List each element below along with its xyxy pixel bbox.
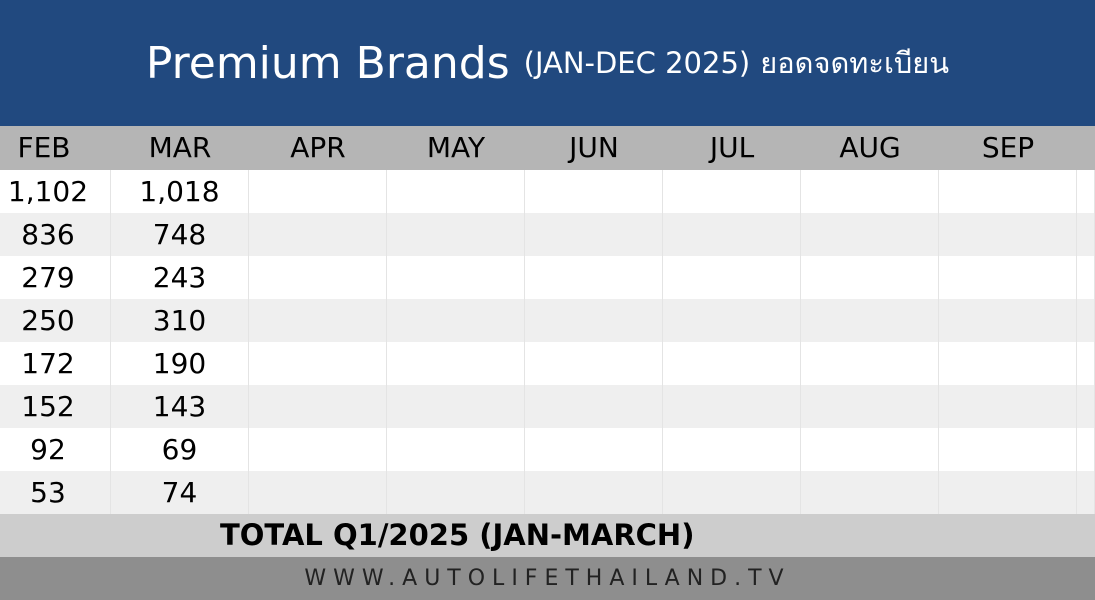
table-cell <box>939 385 1077 428</box>
column-header-row: FEB MAR APR MAY JUN JUL AUG SEP <box>0 126 1095 170</box>
table-cell <box>249 385 387 428</box>
column-header-feb: FEB <box>17 131 71 164</box>
table-cell: 172 <box>0 342 111 385</box>
table-cell <box>387 342 525 385</box>
table-cell <box>387 213 525 256</box>
table-cell <box>1077 299 1095 342</box>
table-cell <box>801 213 939 256</box>
table-row: 152 143 <box>0 385 1095 428</box>
table-cell <box>249 213 387 256</box>
title-thai: ยอดจดทะเบียน <box>760 46 950 80</box>
table-cell: 250 <box>0 299 111 342</box>
title-banner: Premium Brands (JAN-DEC 2025) ยอดจดทะเบี… <box>0 0 1095 126</box>
table-cell <box>249 256 387 299</box>
table-cell: 836 <box>0 213 111 256</box>
table-cell <box>663 299 801 342</box>
table-row: 1,102 1,018 <box>0 170 1095 213</box>
table-cell <box>1077 256 1095 299</box>
table-cell: 1,018 <box>111 170 249 213</box>
table-cell <box>663 471 801 514</box>
table-cell <box>525 256 663 299</box>
column-header-jul: JUL <box>709 131 755 164</box>
table-cell <box>801 428 939 471</box>
total-row: TOTAL Q1/2025 (JAN-MARCH) <box>0 514 1095 557</box>
table-cell <box>525 471 663 514</box>
table-cell <box>663 385 801 428</box>
table-row: 250 310 <box>0 299 1095 342</box>
table-row: 836 748 <box>0 213 1095 256</box>
table-cell <box>387 385 525 428</box>
table-cell: 310 <box>111 299 249 342</box>
title-period: (JAN-DEC 2025) <box>523 46 751 80</box>
table-cell: 74 <box>111 471 249 514</box>
table-cell: 92 <box>0 428 111 471</box>
table-cell <box>525 342 663 385</box>
table-cell <box>801 385 939 428</box>
table-cell: 152 <box>0 385 111 428</box>
table-cell <box>1077 385 1095 428</box>
table-cell <box>801 471 939 514</box>
table-cell <box>249 342 387 385</box>
table-cell: 748 <box>111 213 249 256</box>
table-cell <box>939 170 1077 213</box>
table-row: 172 190 <box>0 342 1095 385</box>
table-row: 53 74 <box>0 471 1095 514</box>
table-cell <box>939 342 1077 385</box>
table-cell <box>387 471 525 514</box>
page-title: Premium Brands <box>145 37 510 89</box>
table-cell <box>525 385 663 428</box>
table-cell <box>1077 213 1095 256</box>
table-cell <box>249 299 387 342</box>
table-cell: 1,102 <box>0 170 111 213</box>
table-cell: 279 <box>0 256 111 299</box>
column-header-may: MAY <box>426 131 486 164</box>
table-cell <box>939 471 1077 514</box>
table-cell <box>1077 428 1095 471</box>
column-header-mar: MAR <box>148 131 212 164</box>
footer-url: WWW.AUTOLIFETHAILAND.TV <box>304 566 791 591</box>
table-cell <box>801 342 939 385</box>
column-header-apr: APR <box>290 131 346 164</box>
table-cell <box>249 170 387 213</box>
column-header-jun: JUN <box>569 131 619 164</box>
table-cell: 243 <box>111 256 249 299</box>
table-cell <box>387 428 525 471</box>
table-cell <box>801 256 939 299</box>
table-cell: 190 <box>111 342 249 385</box>
table-cell <box>525 213 663 256</box>
table-cell <box>1077 471 1095 514</box>
table-cell <box>387 256 525 299</box>
table-cell <box>249 428 387 471</box>
table-cell <box>801 170 939 213</box>
table-cell <box>525 299 663 342</box>
table-cell <box>249 471 387 514</box>
table-cell <box>663 170 801 213</box>
table-cell <box>801 299 939 342</box>
table-cell <box>663 213 801 256</box>
table-cell <box>663 256 801 299</box>
table-cell <box>525 170 663 213</box>
column-header-sep: SEP <box>981 131 1035 164</box>
column-header-aug: AUG <box>839 131 901 164</box>
table-row: 279 243 <box>0 256 1095 299</box>
data-table-body: 1,102 1,018 836 748 279 243 250 310 172 190 152 143… <box>0 170 1095 514</box>
table-row: 92 69 <box>0 428 1095 471</box>
table-cell <box>387 299 525 342</box>
table-cell <box>939 256 1077 299</box>
table-cell: 69 <box>111 428 249 471</box>
table-cell <box>939 213 1077 256</box>
table-cell <box>939 299 1077 342</box>
table-cell: 143 <box>111 385 249 428</box>
footer-bar: WWW.AUTOLIFETHAILAND.TV <box>0 557 1095 600</box>
table-cell: 53 <box>0 471 111 514</box>
total-label: TOTAL Q1/2025 (JAN-MARCH) <box>220 518 695 552</box>
table-cell <box>1077 170 1095 213</box>
table-cell <box>1077 342 1095 385</box>
table-cell <box>387 170 525 213</box>
table-cell <box>663 428 801 471</box>
table-cell <box>525 428 663 471</box>
table-cell <box>663 342 801 385</box>
table-cell <box>939 428 1077 471</box>
